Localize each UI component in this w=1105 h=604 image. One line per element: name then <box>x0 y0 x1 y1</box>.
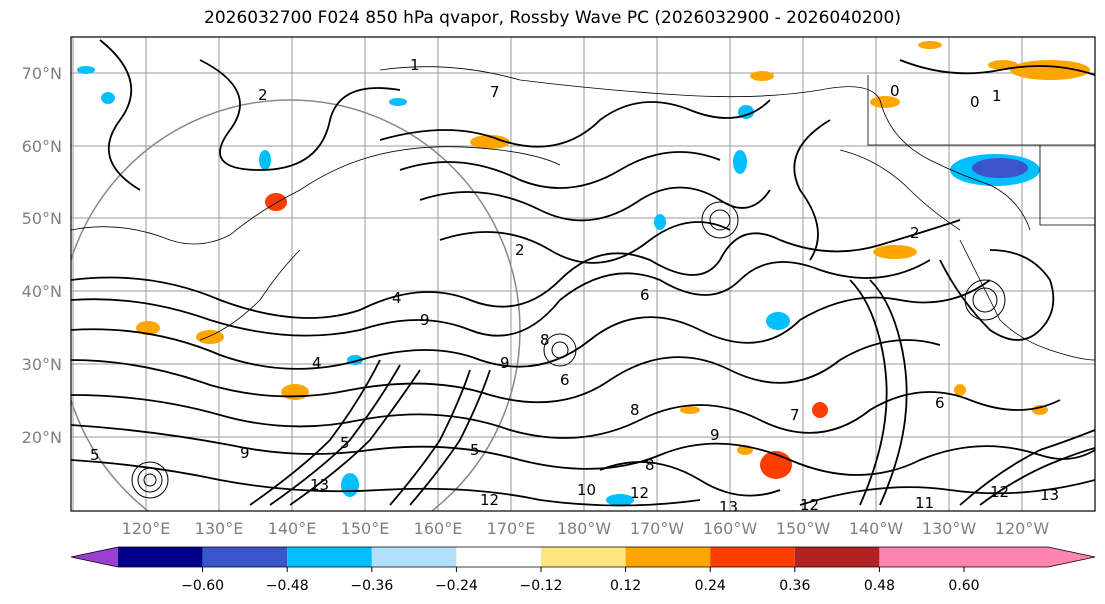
map-frame <box>70 36 1096 512</box>
contour-label: 12 <box>990 483 1009 501</box>
contour-label: 9 <box>710 426 720 444</box>
lon-label: 120°E <box>122 519 171 538</box>
lon-label: 130°E <box>195 519 244 538</box>
lat-label: 20°N <box>22 428 62 447</box>
contour-label: 2 <box>515 241 525 259</box>
colorbar-bin <box>879 547 964 567</box>
anomaly-shading <box>77 41 1090 506</box>
colorbar-bin <box>541 547 626 567</box>
lon-label: 130°W <box>922 519 977 538</box>
colorbar-bin <box>287 547 372 567</box>
contour-label: 1 <box>992 87 1002 105</box>
lon-label: 160°E <box>414 519 463 538</box>
colorbar-bin <box>456 547 541 567</box>
lon-label: 170°W <box>630 519 685 538</box>
lon-label: 150°W <box>776 519 831 538</box>
contour-label: 9 <box>240 444 250 462</box>
colorbar-tick-label: 0.48 <box>864 578 895 594</box>
colorbar-extend-min <box>71 547 118 567</box>
colorbar-tick-label: 0.36 <box>779 578 810 594</box>
latitude-labels: 70°N 60°N 50°N 40°N 30°N 20°N <box>22 64 62 447</box>
lat-label: 30°N <box>22 355 62 374</box>
lon-label: 120°W <box>995 519 1050 538</box>
colorbar-extend-max <box>964 547 1095 567</box>
contour-label: 5 <box>90 446 100 464</box>
contour-label: 6 <box>935 394 945 412</box>
contour-label: 12 <box>630 484 649 502</box>
graticule <box>71 37 1095 511</box>
map-title: 2026032700 F024 850 hPa qvapor, Rossby W… <box>204 8 901 28</box>
colorbar-bin <box>794 547 880 567</box>
range-ring <box>71 99 521 511</box>
contour-label: 12 <box>800 496 819 514</box>
contour-label: 1 <box>410 56 420 74</box>
colorbar-bin <box>625 547 711 567</box>
contour-label: 0 <box>970 93 980 111</box>
contour-label: 2 <box>258 86 268 104</box>
colorbar-tick-label: 0.60 <box>948 578 979 594</box>
lon-label: 180°W <box>557 519 612 538</box>
longitude-labels: 120°E 130°E 140°E 150°E 160°E 170°E 180°… <box>122 519 1050 538</box>
coastlines <box>71 66 1095 361</box>
lat-label: 40°N <box>22 282 62 301</box>
contour-label: 11 <box>915 494 934 512</box>
colorbar-tick-label: 0.12 <box>610 578 641 594</box>
contour-label: 5 <box>470 441 480 459</box>
contour-label-group: 1 2 2 0 0 1 2 4 4 5 6 7 8 8 9 9 9 5 13 1… <box>90 56 1059 516</box>
lon-label: 150°E <box>341 519 390 538</box>
colorbar-bin <box>118 547 203 567</box>
contour-label: 9 <box>500 354 510 372</box>
contour-label: 7 <box>490 83 500 101</box>
dense-contours <box>131 201 1006 499</box>
lat-label: 60°N <box>22 137 62 156</box>
colorbar-tick-label: −0.36 <box>350 578 393 594</box>
lon-label: 160°W <box>703 519 758 538</box>
contour-label: 2 <box>910 224 920 242</box>
colorbar-outline <box>70 546 1096 568</box>
lat-label: 70°N <box>22 64 62 83</box>
contour-label: 8 <box>645 456 655 474</box>
contour-lines <box>71 39 1095 507</box>
contour-label: 9 <box>420 311 430 329</box>
map-panel <box>71 37 1095 511</box>
contour-label: 7 <box>790 406 800 424</box>
colorbar-bin <box>202 547 288 567</box>
colorbar-bin <box>710 547 795 567</box>
colorbar-tick-label: −0.12 <box>520 578 563 594</box>
contour-label: 10 <box>577 481 596 499</box>
contour-label: 13 <box>310 476 329 494</box>
contour-label: 6 <box>560 371 570 389</box>
lat-label: 50°N <box>22 209 62 228</box>
colorbar-bin <box>371 547 457 567</box>
contour-label: 8 <box>630 401 640 419</box>
colorbar-ticks <box>202 567 965 572</box>
contour-label: 0 <box>890 82 900 100</box>
lon-label: 140°W <box>849 519 904 538</box>
contour-label: 8 <box>540 331 550 349</box>
colorbar-tick-label: −0.60 <box>181 578 224 594</box>
colorbar-tick-label: −0.24 <box>435 578 478 594</box>
contour-label: 4 <box>312 354 322 372</box>
contour-label: 6 <box>640 286 650 304</box>
lon-label: 140°E <box>268 519 317 538</box>
colorbar: −0.60 −0.48 −0.36 −0.24 −0.12 0.12 0.24 … <box>70 546 1096 594</box>
colorbar-tick-label: −0.48 <box>266 578 309 594</box>
colorbar-tick-label: 0.24 <box>695 578 726 594</box>
contour-label: 13 <box>1040 486 1059 504</box>
contour-label: 12 <box>480 491 499 509</box>
contour-label: 13 <box>719 498 738 516</box>
lon-label: 170°E <box>487 519 536 538</box>
contour-label: 5 <box>340 434 350 452</box>
contour-label: 4 <box>392 289 402 307</box>
